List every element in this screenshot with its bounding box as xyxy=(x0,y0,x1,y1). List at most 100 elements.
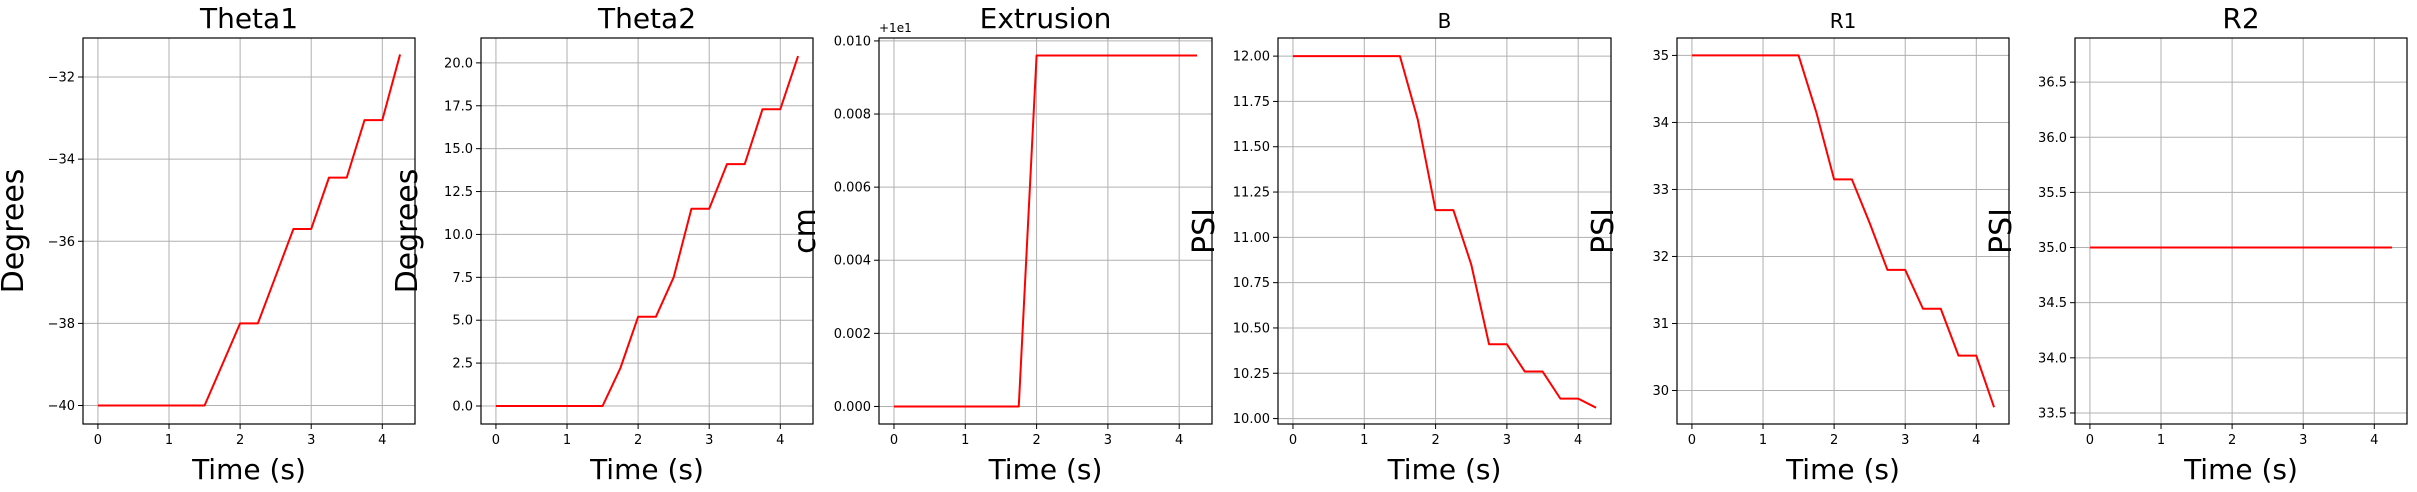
x-tick-label: 2 xyxy=(1830,433,1838,448)
subplot-theta2: 0 1 2 3 4 0.0 2.5 5.0 7.5 10.0 12.5 15.0 17.5 20.0 The… xyxy=(390,2,814,486)
x-tick-label: 4 xyxy=(1175,433,1183,448)
y-tick-label: 11.00 xyxy=(1233,231,1270,246)
x-tick-label: 2 xyxy=(1431,433,1439,448)
x-axis-label: Time (s) xyxy=(2183,453,2298,486)
axis-offset-label: +1e1 xyxy=(879,21,912,35)
x-axis-label: Time (s) xyxy=(191,453,306,486)
x-tick-label: 1 xyxy=(563,433,571,448)
y-axis-label: PSI xyxy=(1187,208,1222,254)
y-tick-label: 10.25 xyxy=(1233,367,1270,382)
y-tick-label: 0.010 xyxy=(834,34,871,49)
y-tick-label: 35.0 xyxy=(2038,241,2067,256)
y-tick-label: 12.5 xyxy=(444,185,473,200)
x-tick-label: 0 xyxy=(1289,433,1297,448)
y-axis-label: PSI xyxy=(1984,208,2019,254)
x-tick-label: 0 xyxy=(890,433,898,448)
x-tick-label: 4 xyxy=(1574,433,1582,448)
x-tick-label: 3 xyxy=(307,433,315,448)
y-axis-label: Degrees xyxy=(390,169,425,294)
y-tick-label: 36.5 xyxy=(2038,76,2067,91)
x-tick-label: 3 xyxy=(1901,433,1909,448)
subplot-b: 0 1 2 3 4 10.00 10.25 10.50 10.75 11.00 11.25 11.50… xyxy=(1187,9,1612,486)
y-tick-label: 0.008 xyxy=(834,108,871,123)
y-tick-label: 10.0 xyxy=(444,228,473,243)
y-tick-label: 11.25 xyxy=(1233,186,1270,201)
y-tick-label: 7.5 xyxy=(452,271,473,286)
y-tick-label: 5.0 xyxy=(452,314,473,329)
axes-frame xyxy=(1676,37,2010,425)
subplot-extrusion: 0 1 2 3 4 0.000 0.002 0.004 0.006 0.008 0.010 +1e1 E… xyxy=(788,2,1213,486)
y-axis-label: cm xyxy=(788,208,823,254)
y-tick-label: −34 xyxy=(48,153,75,168)
x-tick-label: 3 xyxy=(705,433,713,448)
y-tick-label: 34 xyxy=(1652,116,1669,131)
x-axis-label: Time (s) xyxy=(1785,453,1900,486)
x-tick-label: 4 xyxy=(1972,433,1980,448)
y-tick-label: 33 xyxy=(1652,183,1669,198)
x-tick-label: 2 xyxy=(2228,433,2236,448)
x-tick-label: 2 xyxy=(1032,433,1040,448)
series-line xyxy=(97,54,402,407)
y-tick-label: 36.0 xyxy=(2038,131,2067,146)
chart-title: R2 xyxy=(2222,2,2259,35)
chart-title: Theta2 xyxy=(597,2,696,35)
y-tick-label: 15.0 xyxy=(444,142,473,157)
series-line xyxy=(1292,55,1597,409)
x-tick-label: 3 xyxy=(1503,433,1511,448)
x-axis-label: Time (s) xyxy=(988,453,1103,486)
x-tick-label: 1 xyxy=(1360,433,1368,448)
x-axis-label: Time (s) xyxy=(1387,453,1502,486)
y-tick-label: −38 xyxy=(48,317,75,332)
y-tick-label: 35.5 xyxy=(2038,186,2067,201)
y-tick-label: 11.75 xyxy=(1233,95,1270,110)
x-tick-label: 4 xyxy=(776,433,784,448)
y-tick-label: 0.000 xyxy=(834,400,871,415)
axes-frame xyxy=(480,37,814,425)
y-tick-label: 34.0 xyxy=(2038,351,2067,366)
series-line xyxy=(893,54,1198,408)
y-tick-label: 0.004 xyxy=(834,254,871,269)
subplot-r2: 0 1 2 3 4 33.5 34.0 34.5 35.0 35.5 36.0 36.5 R2 Time … xyxy=(1984,2,2408,486)
y-tick-label: 10.50 xyxy=(1233,321,1270,336)
x-tick-label: 1 xyxy=(961,433,969,448)
x-tick-label: 1 xyxy=(2157,433,2165,448)
x-axis-label: Time (s) xyxy=(589,453,704,486)
x-tick-label: 3 xyxy=(2299,433,2307,448)
x-tick-label: 0 xyxy=(94,433,102,448)
axes-frame xyxy=(82,37,416,425)
series-line xyxy=(495,55,800,407)
subplot-theta1: 0 1 2 3 4 −40 −38 −36 −34 −32 Theta1 Time (s) Degree… xyxy=(0,2,416,486)
y-tick-label: 35 xyxy=(1652,49,1669,64)
y-tick-label: 10.00 xyxy=(1233,412,1270,427)
y-tick-label: 30 xyxy=(1652,384,1669,399)
x-tick-label: 4 xyxy=(2370,433,2378,448)
y-tick-label: 0.006 xyxy=(834,181,871,196)
y-axis-label: PSI xyxy=(1586,208,1621,254)
y-tick-label: 11.50 xyxy=(1233,140,1270,155)
axes-frame xyxy=(878,37,1213,425)
series-line xyxy=(1691,54,1996,408)
axes-frame xyxy=(2074,37,2408,425)
y-tick-label: 33.5 xyxy=(2038,406,2067,421)
y-tick-label: 32 xyxy=(1652,250,1669,265)
chart-title: Theta1 xyxy=(199,2,298,35)
x-tick-label: 2 xyxy=(634,433,642,448)
y-tick-label: −36 xyxy=(48,235,75,250)
x-tick-label: 3 xyxy=(1104,433,1112,448)
x-tick-label: 0 xyxy=(2086,433,2094,448)
y-tick-label: 10.75 xyxy=(1233,276,1270,291)
y-axis-label: Degrees xyxy=(0,169,31,294)
y-tick-label: 2.5 xyxy=(452,357,473,372)
y-tick-label: −32 xyxy=(48,71,75,86)
y-tick-label: 34.5 xyxy=(2038,296,2067,311)
y-tick-label: 0.0 xyxy=(452,399,473,414)
x-tick-label: 2 xyxy=(236,433,244,448)
y-tick-label: 12.00 xyxy=(1233,50,1270,65)
y-tick-label: 20.0 xyxy=(444,56,473,71)
chart-title: Extrusion xyxy=(980,2,1112,35)
y-tick-label: 17.5 xyxy=(444,99,473,114)
axes-frame xyxy=(1277,37,1612,425)
y-tick-label: 0.002 xyxy=(834,327,871,342)
